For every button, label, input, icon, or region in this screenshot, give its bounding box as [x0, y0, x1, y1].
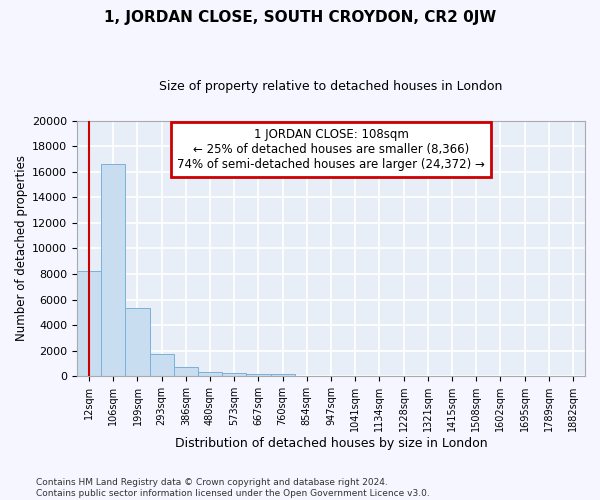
Bar — [222, 372, 247, 376]
Bar — [198, 372, 222, 376]
Bar — [149, 354, 174, 376]
Bar — [174, 368, 198, 376]
Bar — [271, 374, 295, 376]
Text: Contains HM Land Registry data © Crown copyright and database right 2024.
Contai: Contains HM Land Registry data © Crown c… — [36, 478, 430, 498]
Text: 1, JORDAN CLOSE, SOUTH CROYDON, CR2 0JW: 1, JORDAN CLOSE, SOUTH CROYDON, CR2 0JW — [104, 10, 496, 25]
Text: 1 JORDAN CLOSE: 108sqm
← 25% of detached houses are smaller (8,366)
74% of semi-: 1 JORDAN CLOSE: 108sqm ← 25% of detached… — [177, 128, 485, 171]
Bar — [125, 308, 149, 376]
Title: Size of property relative to detached houses in London: Size of property relative to detached ho… — [160, 80, 503, 93]
Bar — [77, 272, 101, 376]
Y-axis label: Number of detached properties: Number of detached properties — [15, 156, 28, 342]
X-axis label: Distribution of detached houses by size in London: Distribution of detached houses by size … — [175, 437, 487, 450]
Bar — [247, 374, 271, 376]
Bar — [101, 164, 125, 376]
